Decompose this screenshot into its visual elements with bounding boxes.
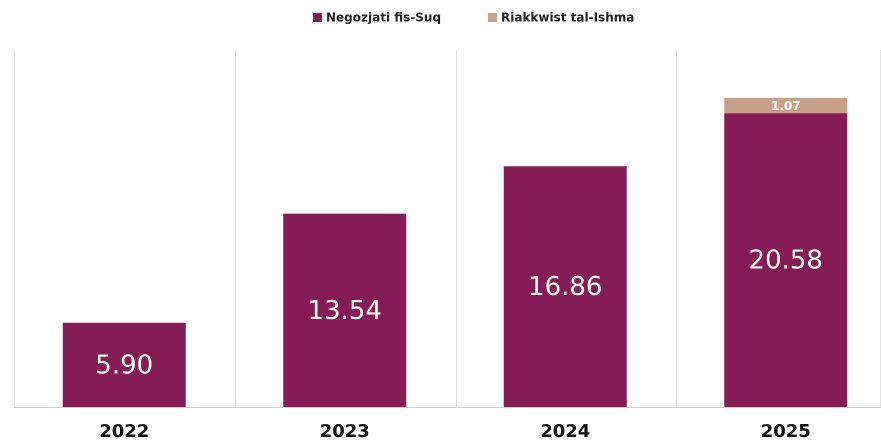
legend-label: Riakkwist tal-Ishma [501, 11, 634, 25]
x-tick-label: 2022 [99, 421, 149, 440]
data-label: 20.58 [749, 246, 823, 276]
bar-segment [283, 213, 407, 407]
x-tick-label: 2023 [320, 421, 370, 440]
data-label: 1.07 [771, 99, 801, 113]
bar-segment [503, 166, 627, 407]
bar-segment [62, 322, 186, 407]
data-label: 16.86 [528, 272, 602, 302]
legend-swatch [488, 13, 497, 22]
data-label: 13.54 [308, 296, 382, 326]
x-tick-label: 2025 [761, 421, 811, 440]
bar-segment [724, 97, 848, 114]
bar-segment [724, 113, 848, 407]
legend-swatch [313, 13, 322, 22]
data-label: 5.90 [95, 350, 153, 380]
legend-label: Negozjati fis-Suq [326, 11, 441, 25]
x-tick-label: 2024 [540, 421, 590, 440]
